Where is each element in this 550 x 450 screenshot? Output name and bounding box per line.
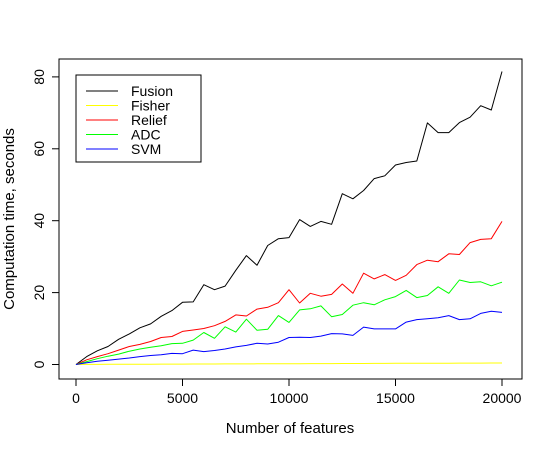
y-tick-label: 20	[31, 285, 47, 301]
x-axis-label: Number of features	[226, 420, 354, 437]
x-axis: 0 5000 10000 15000 20000	[72, 379, 522, 406]
y-tick-label: 0	[31, 360, 47, 368]
x-tick-label: 10000	[270, 390, 309, 406]
series-line-adc	[76, 280, 502, 365]
x-tick-label: 5000	[167, 390, 198, 406]
y-tick-label: 60	[31, 141, 47, 157]
x-tick-label: 15000	[376, 390, 415, 406]
series-line-relief	[76, 221, 502, 364]
series-line-svm	[76, 311, 502, 364]
x-tick-label: 0	[72, 390, 80, 406]
y-tick-label: 40	[31, 213, 47, 229]
y-axis-label: Computation time, seconds	[1, 128, 18, 310]
legend-label-svm: SVM	[131, 141, 161, 157]
y-axis: 0 20 40 60 80	[31, 69, 59, 369]
x-tick-label: 20000	[483, 390, 522, 406]
series-line-fisher	[76, 363, 502, 365]
y-tick-label: 80	[31, 69, 47, 85]
